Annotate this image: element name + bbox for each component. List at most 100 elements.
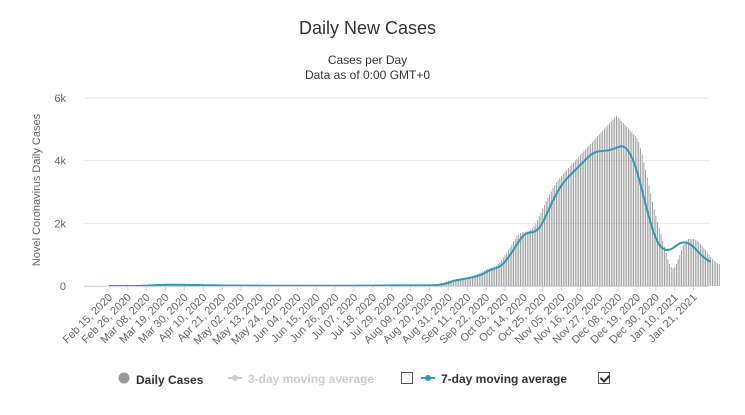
bar-day-242 xyxy=(523,232,525,286)
bar-day-306 xyxy=(633,134,635,286)
bar-day-273 xyxy=(576,158,578,286)
bar-day-330 xyxy=(674,267,676,286)
bar-day-267 xyxy=(566,170,568,286)
bar-day-312 xyxy=(643,162,645,286)
bar-day-254 xyxy=(543,205,545,286)
bar-day-354 xyxy=(715,262,717,286)
bar-day-304 xyxy=(629,130,631,286)
chart-subtitle-line1: Cases per Day xyxy=(327,53,408,67)
bar-day-257 xyxy=(549,194,551,286)
bar-day-296 xyxy=(615,115,617,287)
bar-day-334 xyxy=(681,249,683,286)
bar-day-294 xyxy=(612,119,614,286)
checkbox-3-day-moving-average[interactable] xyxy=(401,372,413,384)
bar-day-332 xyxy=(677,259,679,286)
bar-day-281 xyxy=(590,143,592,286)
bar-day-207 xyxy=(463,277,465,286)
bar-day-216 xyxy=(478,273,480,286)
bar-day-349 xyxy=(706,252,708,286)
line-series-7-day-average[interactable] xyxy=(109,145,712,287)
bar-series-daily-cases[interactable] xyxy=(127,115,720,287)
bar-day-270 xyxy=(571,164,573,286)
bar-day-297 xyxy=(617,117,619,286)
bar-day-206 xyxy=(461,278,463,286)
bar-day-303 xyxy=(627,128,629,286)
bar-day-288 xyxy=(602,130,604,286)
bar-day-340 xyxy=(691,239,693,286)
bar-day-272 xyxy=(574,160,576,286)
bar-day-331 xyxy=(675,264,677,286)
bar-day-307 xyxy=(634,136,636,286)
bar-day-255 xyxy=(545,201,547,286)
bar-day-293 xyxy=(610,121,612,286)
checkbox-7-day-moving-average[interactable] xyxy=(598,372,610,384)
bar-day-203 xyxy=(456,279,458,286)
bar-day-348 xyxy=(705,250,707,286)
checked-checkbox-icon[interactable] xyxy=(598,372,610,384)
bar-day-319 xyxy=(655,215,657,286)
bar-day-283 xyxy=(593,139,595,286)
bar-day-300 xyxy=(622,123,624,286)
bar-day-248 xyxy=(533,226,535,286)
bar-day-285 xyxy=(597,136,599,286)
bar-day-253 xyxy=(542,208,544,286)
bar-day-279 xyxy=(586,147,588,286)
bar-day-204 xyxy=(458,278,460,286)
bar-day-308 xyxy=(636,138,638,286)
bar-day-341 xyxy=(693,239,695,286)
3-day-line-marker-icon xyxy=(228,372,242,386)
bar-day-321 xyxy=(658,228,660,286)
bar-day-269 xyxy=(569,166,571,286)
y-tick-label-2: 4k xyxy=(54,156,66,168)
legend-label-7-day-moving-average: 7-day moving average xyxy=(441,372,568,386)
bar-day-249 xyxy=(535,223,537,286)
bar-day-243 xyxy=(525,231,527,286)
bar-day-220 xyxy=(485,269,487,286)
legend-item-daily-cases[interactable]: Daily Cases xyxy=(118,372,203,387)
y-tick-label-1: 2k xyxy=(54,218,66,230)
bar-day-284 xyxy=(595,138,597,286)
bar-day-291 xyxy=(607,124,609,287)
bar-day-278 xyxy=(585,149,587,286)
bar-day-356 xyxy=(718,264,720,286)
bar-day-262 xyxy=(557,180,559,286)
bar-day-240 xyxy=(519,233,521,286)
bar-day-237 xyxy=(514,238,516,286)
bar-day-201 xyxy=(453,279,455,286)
bar-day-258 xyxy=(550,191,552,286)
bar-day-311 xyxy=(641,154,643,286)
bar-day-318 xyxy=(653,209,655,286)
bar-day-229 xyxy=(501,259,503,286)
bar-day-268 xyxy=(567,168,569,286)
bar-day-355 xyxy=(717,263,719,286)
bar-day-230 xyxy=(502,257,504,286)
y-axis: 0 2k 4k 6k xyxy=(54,93,66,293)
bar-day-210 xyxy=(468,276,470,286)
y-tick-label-3: 6k xyxy=(54,93,66,105)
legend-item-3-day-moving-average[interactable]: 3-day moving average xyxy=(228,372,374,386)
bar-day-225 xyxy=(494,266,496,286)
bar-day-301 xyxy=(624,124,626,287)
bar-day-320 xyxy=(657,221,659,286)
bar-day-236 xyxy=(513,241,515,286)
bar-day-299 xyxy=(621,121,623,286)
bar-day-289 xyxy=(603,128,605,286)
bar-day-345 xyxy=(699,244,701,286)
bar-day-232 xyxy=(506,252,508,286)
legend-item-7-day-moving-average[interactable]: 7-day moving average xyxy=(421,372,567,386)
bar-day-325 xyxy=(665,253,667,286)
bar-day-326 xyxy=(667,259,669,286)
bar-day-274 xyxy=(578,156,580,286)
bar-day-277 xyxy=(583,151,585,286)
bar-day-329 xyxy=(672,268,674,286)
bar-day-217 xyxy=(480,272,482,286)
bar-day-213 xyxy=(473,275,475,286)
bar-day-290 xyxy=(605,126,607,287)
bar-day-263 xyxy=(559,177,561,286)
bar-day-251 xyxy=(538,216,540,286)
bar-day-313 xyxy=(645,170,647,286)
unchecked-checkbox-icon[interactable] xyxy=(401,372,413,384)
